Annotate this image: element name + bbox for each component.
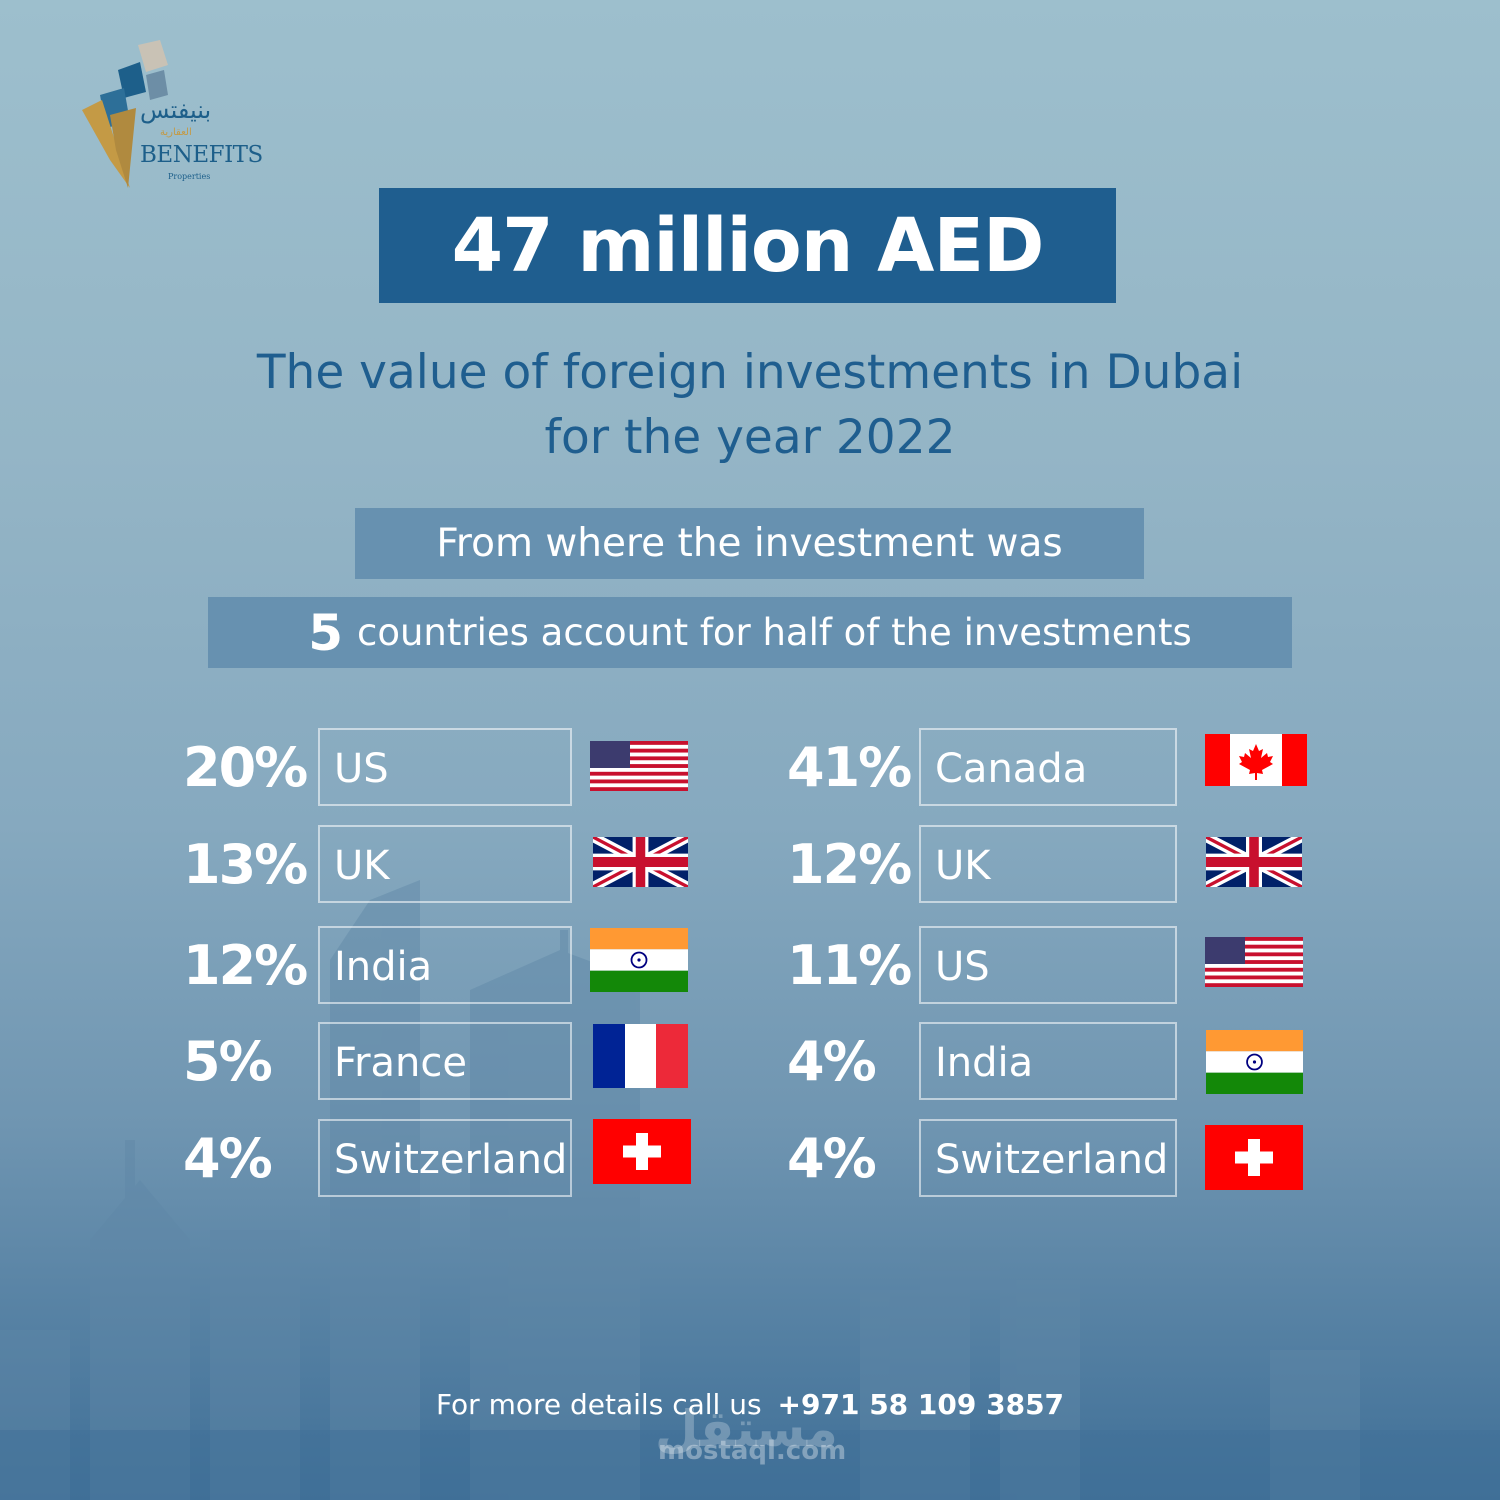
country-name: Switzerland [935, 1137, 1169, 1183]
percent-value: 41% [787, 736, 912, 799]
country-name: India [935, 1040, 1034, 1086]
highlight-banner: 5 countries account for half of the inve… [208, 597, 1292, 668]
country-box: Canada [919, 728, 1177, 806]
highlight-text: countries account for half of the invest… [357, 611, 1192, 654]
watermark-english: mostaql.com [658, 1436, 847, 1466]
country-name: France [334, 1040, 468, 1086]
country-box: Switzerland [318, 1119, 572, 1197]
france-flag-icon [593, 1024, 688, 1088]
country-name: US [935, 944, 990, 990]
footer-text: For more details call us [435, 1388, 762, 1421]
uk-flag-icon [1206, 837, 1302, 887]
india-flag-icon [1206, 1030, 1303, 1094]
country-box: UK [919, 825, 1177, 903]
highlight-number: 5 [308, 603, 343, 662]
country-box: India [919, 1022, 1177, 1100]
country-box: US [318, 728, 572, 806]
country-name: Switzerland [334, 1137, 568, 1183]
section-label-banner: From where the investment was [355, 508, 1144, 579]
country-name: UK [935, 843, 991, 889]
percent-value: 4% [787, 1030, 877, 1093]
country-box: India [318, 926, 572, 1004]
percent-value: 13% [183, 833, 308, 896]
headline-value: 47 million AED [451, 202, 1045, 289]
us-flag-icon [1205, 937, 1303, 987]
percent-value: 12% [183, 934, 308, 997]
benefits-logo-icon [82, 40, 168, 188]
percent-value: 12% [787, 833, 912, 896]
switzerland-flag-icon [593, 1119, 691, 1184]
footer-phone-link[interactable]: +971 58 109 3857 [777, 1388, 1065, 1421]
country-box: UK [318, 825, 572, 903]
percent-value: 20% [183, 736, 308, 799]
right-list-row: 12% UK [787, 825, 1317, 905]
right-list-row: 4% Switzerland [787, 1119, 1317, 1199]
percent-value: 5% [183, 1030, 273, 1093]
uk-flag-icon [593, 837, 688, 887]
country-name: Canada [935, 746, 1088, 792]
headline-banner: 47 million AED [379, 188, 1116, 303]
subtitle-line-1: The value of foreign investments in Duba… [256, 345, 1244, 400]
country-box: Switzerland [919, 1119, 1177, 1197]
left-list-row: 20% US [183, 728, 703, 808]
right-list-row: 41% Canada [787, 728, 1317, 808]
watermark-arabic: مستقل [655, 1400, 838, 1458]
right-list-row: 11% US [787, 926, 1317, 1006]
left-list-row: 5% France [183, 1022, 703, 1102]
country-name: UK [334, 843, 390, 889]
country-box: France [318, 1022, 572, 1100]
subtitle-line-2: for the year 2022 [544, 410, 956, 465]
canada-flag-icon [1205, 734, 1307, 786]
country-name: India [334, 944, 433, 990]
brand-name-arabic: بنيفتس [140, 96, 212, 124]
percent-value: 4% [183, 1127, 273, 1190]
india-flag-icon [590, 928, 688, 992]
percent-value: 11% [787, 934, 912, 997]
left-list-row: 13% UK [183, 825, 703, 905]
right-list-row: 4% India [787, 1022, 1317, 1102]
left-list-row: 12% India [183, 926, 703, 1006]
us-flag-icon [590, 741, 688, 791]
brand-subname-english: Properties [168, 172, 211, 181]
left-list-row: 4% Switzerland [183, 1119, 703, 1199]
brand-name-english: BENEFITS [140, 142, 263, 168]
footer-contact: For more details call us +971 58 109 3857 [0, 1388, 1500, 1421]
brand-subname-arabic: العقارية [160, 127, 192, 138]
country-box: US [919, 926, 1177, 1004]
switzerland-flag-icon [1205, 1125, 1303, 1190]
country-name: US [334, 746, 389, 792]
percent-value: 4% [787, 1127, 877, 1190]
subtitle: The value of foreign investments in Duba… [150, 340, 1350, 470]
section-label: From where the investment was [436, 521, 1063, 566]
